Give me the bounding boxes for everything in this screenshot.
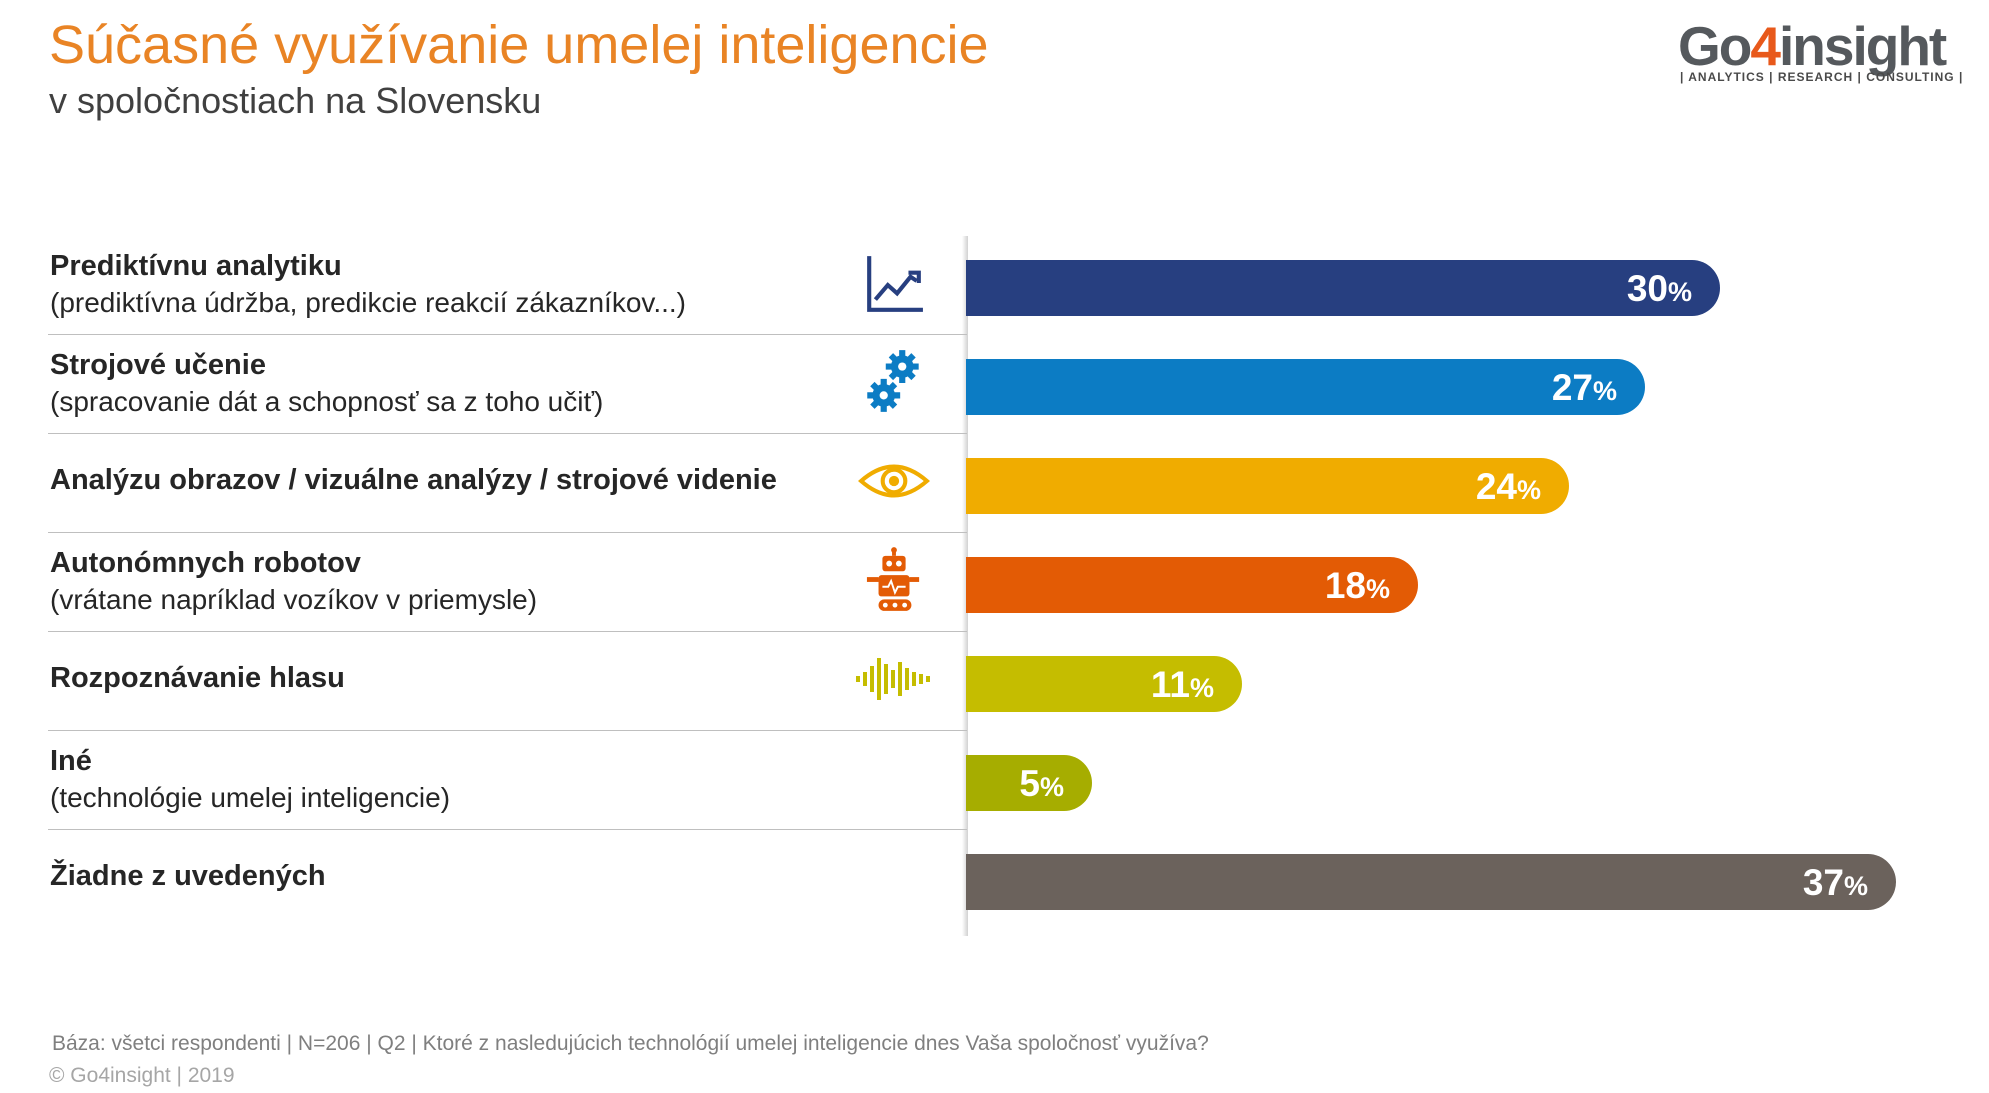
bar-value-label: 18% [1325, 564, 1390, 606]
chart-title: Súčasné využívanie umelej inteligencie [49, 15, 989, 75]
bar-value-label: 11% [1151, 663, 1214, 705]
bar-value-unit: % [1189, 672, 1214, 703]
bar-chart: Prediktívnu analytiku (prediktívna údržba… [0, 236, 1989, 936]
row-separator [48, 829, 967, 830]
category-label: Iné (technológie umelej inteligencie) [50, 745, 890, 814]
category-label-sub: (spracovanie dát a schopnosť sa z toho u… [50, 386, 604, 417]
row-separator [48, 631, 967, 632]
category-label: Autonómnych robotov (vrátane napríklad vo… [50, 547, 890, 616]
row-separator [48, 532, 967, 533]
bar-value-number: 37 [1802, 861, 1844, 903]
row-separator [48, 730, 967, 731]
line-chart-icon [854, 248, 934, 318]
row-separator [48, 334, 967, 335]
bar-value-label: 27% [1552, 366, 1617, 408]
logo-wordmark: Go4insight [1678, 14, 1947, 78]
bar-strojove-ucenie: 27% [966, 358, 1645, 415]
category-label-sub: (technológie umelej inteligencie) [50, 782, 451, 813]
category-label: Rozpoznávanie hlasu [50, 662, 890, 695]
bar-value-number: 24 [1475, 465, 1517, 507]
logo-text-insight: insight [1778, 15, 1947, 77]
bar-value-number: 27 [1551, 366, 1593, 408]
bar-ine: 5% [966, 754, 1092, 811]
eye-icon [854, 446, 934, 516]
robot-icon [854, 545, 934, 615]
bar-analyzu-obrazov-vizualne-analyzy-strojove-videnie: 24% [966, 457, 1569, 514]
bar-value-number: 11 [1150, 663, 1190, 705]
bar-value-number: 30 [1626, 267, 1668, 309]
category-label-main: Analýzu obrazov / vizuálne analýzy / str… [50, 464, 777, 496]
category-label-main: Prediktívnu analytiku [50, 250, 342, 282]
bar-ziadne-z-uvedenych: 37% [966, 853, 1896, 910]
bar-value-label: 30% [1627, 267, 1692, 309]
category-label-main: Strojové učenie [50, 349, 266, 381]
bar-value-label: 5% [1019, 762, 1064, 804]
chart-subtitle: v spoločnostiach na Slovensku [49, 80, 542, 121]
bar-value-label: 37% [1803, 861, 1868, 903]
gears-icon [854, 347, 934, 417]
bar-value-label: 24% [1476, 465, 1541, 507]
logo-text-go: Go [1678, 15, 1752, 77]
bar-value-unit: % [1365, 573, 1390, 604]
logo-tagline: | ANALYTICS | RESEARCH | CONSULTING | [1680, 70, 1964, 84]
bar-autonomnych-robotov: 18% [966, 556, 1418, 613]
category-label: Prediktívnu analytiku (prediktívna údržba… [50, 250, 890, 319]
bar-value-number: 18 [1324, 564, 1366, 606]
copyright: © Go4insight | 2019 [49, 1064, 235, 1087]
bar-value-unit: % [1039, 771, 1064, 802]
bar-value-unit: % [1592, 375, 1617, 406]
bar-value-unit: % [1516, 474, 1541, 505]
category-label-main: Iné [50, 745, 92, 777]
category-label-main: Žiadne z uvedených [50, 860, 326, 892]
category-label: Analýzu obrazov / vizuálne analýzy / str… [50, 464, 890, 497]
axis-shadow [962, 236, 968, 936]
bar-value-number: 5 [1019, 762, 1040, 804]
bar-rozpoznavanie-hlasu: 11% [966, 655, 1242, 712]
row-separator [48, 433, 967, 434]
bar-prediktivnu-analytiku: 30% [966, 259, 1720, 316]
bar-value-unit: % [1843, 870, 1868, 901]
category-label-main: Autonómnych robotov [50, 547, 361, 579]
footnote: Báza: všetci respondenti | N=206 | Q2 | … [52, 1032, 1209, 1055]
category-label: Strojové učenie (spracovanie dát a schopn… [50, 349, 890, 418]
bar-value-unit: % [1667, 276, 1692, 307]
category-label-sub: (prediktívna údržba, predikcie reakcií z… [50, 287, 686, 318]
category-label-main: Rozpoznávanie hlasu [50, 662, 345, 694]
company-logo: Go4insight | ANALYTICS | RESEARCH | CONS… [1678, 14, 1978, 94]
category-label: Žiadne z uvedených [50, 860, 890, 893]
logo-text-four: 4 [1750, 15, 1781, 77]
sound-wave-icon [854, 644, 934, 714]
category-label-sub: (vrátane napríklad vozíkov v priemysle) [50, 584, 538, 615]
